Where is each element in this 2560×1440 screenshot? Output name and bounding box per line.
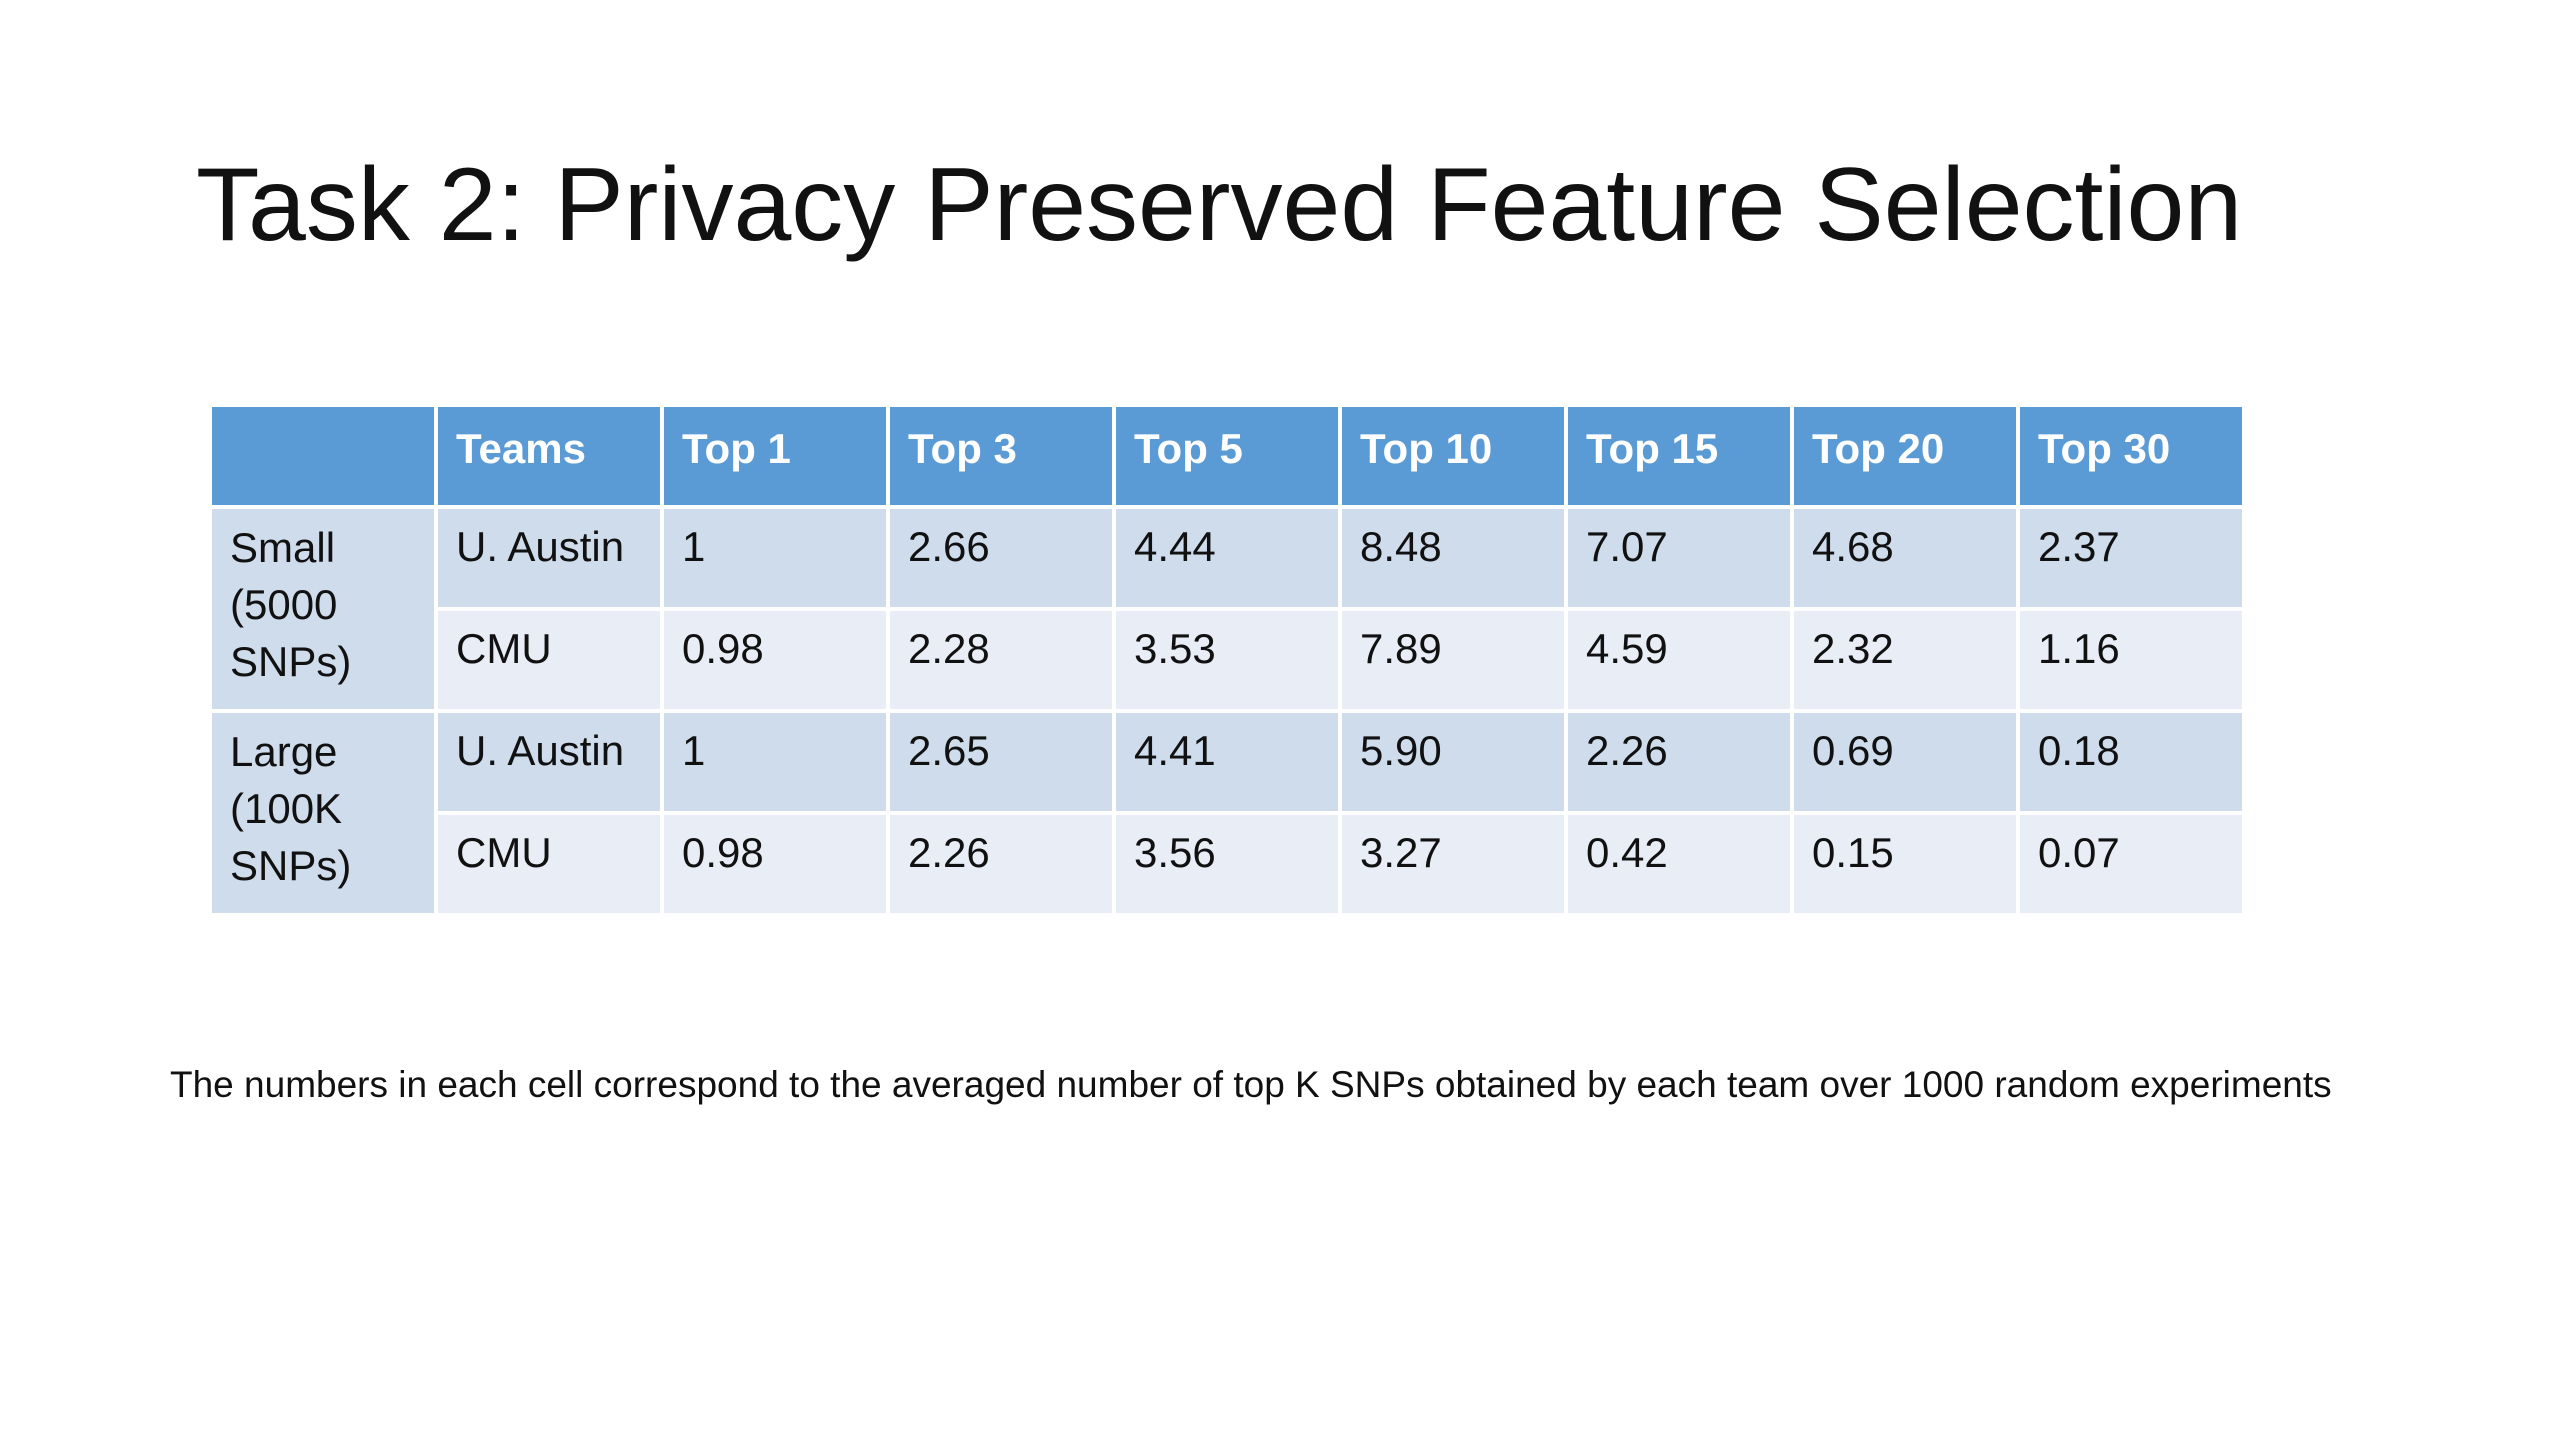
value-cell: 2.26 [890,815,1112,913]
header-cell-top-20: Top 20 [1794,407,2016,505]
value-cell: 2.65 [890,713,1112,811]
team-cell: U. Austin [438,713,660,811]
value-cell: 7.07 [1568,509,1790,607]
table-row: CMU 0.98 2.26 3.56 3.27 0.42 0.15 0.07 [212,815,2242,913]
table-header-row: Teams Top 1 Top 3 Top 5 Top 10 Top 15 To… [212,407,2242,505]
slide-footnote: The numbers in each cell correspond to t… [170,1064,2332,1105]
header-cell-top-15: Top 15 [1568,407,1790,505]
value-cell: 4.44 [1116,509,1338,607]
value-cell: 2.26 [1568,713,1790,811]
value-cell: 3.56 [1116,815,1338,913]
table-row: Large (100K SNPs) U. Austin 1 2.65 4.41 … [212,713,2242,913]
value-cell: 2.37 [2020,509,2242,607]
value-cell: 0.98 [664,815,886,913]
header-cell-group [212,407,434,505]
group-cell-small: Small (5000 SNPs) [212,509,434,709]
header-cell-top-30: Top 30 [2020,407,2242,505]
value-cell: 5.90 [1342,713,1564,811]
header-cell-teams: Teams [438,407,660,505]
value-cell: 0.42 [1568,815,1790,913]
group-label: Large (100K SNPs) [230,728,352,889]
value-cell: 3.53 [1116,611,1338,709]
header-cell-top-5: Top 5 [1116,407,1338,505]
header-cell-top-1: Top 1 [664,407,886,505]
table-row: Small (5000 SNPs) U. Austin 1 2.66 4.44 … [212,509,2242,709]
value-cell: 0.15 [1794,815,2016,913]
team-cell: CMU [438,611,660,709]
value-cell: 8.48 [1342,509,1564,607]
slide-title: Task 2: Privacy Preserved Feature Select… [196,147,2243,263]
value-cell: 1.16 [2020,611,2242,709]
header-cell-top-3: Top 3 [890,407,1112,505]
group-cell-large: Large (100K SNPs) [212,713,434,913]
value-cell: 4.59 [1568,611,1790,709]
group-label: Small (5000 SNPs) [230,524,352,685]
value-cell: 2.28 [890,611,1112,709]
header-cell-top-10: Top 10 [1342,407,1564,505]
table-row: CMU 0.98 2.28 3.53 7.89 4.59 2.32 1.16 [212,611,2242,709]
value-cell: 2.66 [890,509,1112,607]
value-cell: 4.41 [1116,713,1338,811]
value-cell: 1 [664,509,886,607]
value-cell: 0.07 [2020,815,2242,913]
value-cell: 0.18 [2020,713,2242,811]
team-cell: CMU [438,815,660,913]
value-cell: 2.32 [1794,611,2016,709]
value-cell: 0.69 [1794,713,2016,811]
team-cell: U. Austin [438,509,660,607]
results-table: Teams Top 1 Top 3 Top 5 Top 10 Top 15 To… [208,403,2246,917]
value-cell: 3.27 [1342,815,1564,913]
value-cell: 0.98 [664,611,886,709]
value-cell: 1 [664,713,886,811]
value-cell: 4.68 [1794,509,2016,607]
value-cell: 7.89 [1342,611,1564,709]
